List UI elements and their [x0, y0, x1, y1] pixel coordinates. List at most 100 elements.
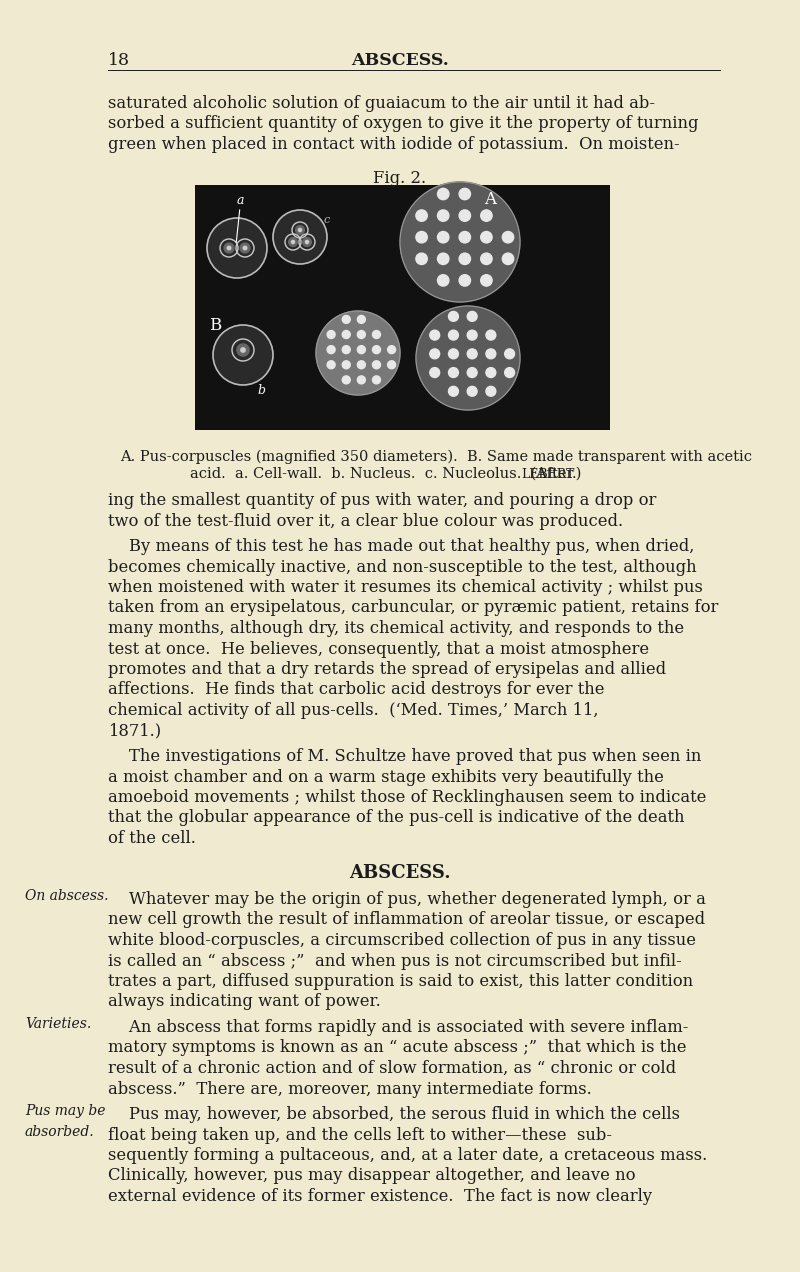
Text: Pus may, however, be absorbed, the serous fluid in which the cells: Pus may, however, be absorbed, the serou…: [108, 1105, 680, 1123]
Text: A: A: [484, 192, 496, 209]
Circle shape: [302, 238, 311, 247]
Circle shape: [358, 361, 366, 369]
Text: b: b: [257, 383, 265, 397]
Text: 1871.): 1871.): [108, 722, 161, 739]
Circle shape: [430, 349, 440, 359]
Circle shape: [373, 346, 381, 354]
Circle shape: [358, 315, 366, 323]
Text: new cell growth the result of inflammation of areolar tissue, or escaped: new cell growth the result of inflammati…: [108, 912, 705, 929]
Circle shape: [505, 368, 514, 378]
Circle shape: [449, 349, 458, 359]
Text: promotes and that a dry retards the spread of erysipelas and allied: promotes and that a dry retards the spre…: [108, 661, 666, 678]
Circle shape: [316, 310, 400, 396]
Bar: [195, 184, 610, 430]
Text: two of the test-fluid over it, a clear blue colour was produced.: two of the test-fluid over it, a clear b…: [108, 513, 623, 529]
Circle shape: [388, 361, 395, 369]
Text: saturated alcoholic solution of guaiacum to the air until it had ab-: saturated alcoholic solution of guaiacum…: [108, 95, 655, 112]
Text: On abscess.: On abscess.: [25, 889, 109, 903]
Circle shape: [241, 347, 246, 352]
Text: test at once.  He believes, consequently, that a moist atmosphere: test at once. He believes, consequently,…: [108, 641, 649, 658]
Circle shape: [459, 275, 470, 286]
Text: white blood-corpuscles, a circumscribed collection of pus in any tissue: white blood-corpuscles, a circumscribed …: [108, 932, 696, 949]
Text: Clinically, however, pus may disappear altogether, and leave no: Clinically, however, pus may disappear a…: [108, 1168, 635, 1184]
Circle shape: [459, 210, 470, 221]
Text: 18: 18: [108, 52, 130, 69]
Circle shape: [467, 312, 477, 322]
Circle shape: [459, 188, 470, 200]
Circle shape: [342, 315, 350, 323]
Circle shape: [342, 377, 350, 384]
Circle shape: [467, 349, 477, 359]
Text: By means of this test he has made out that healthy pus, when dried,: By means of this test he has made out th…: [108, 538, 694, 555]
Text: Whatever may be the origin of pus, whether degenerated lymph, or a: Whatever may be the origin of pus, wheth…: [108, 890, 706, 908]
Circle shape: [467, 368, 477, 378]
Text: An abscess that forms rapidly and is associated with severe inflam-: An abscess that forms rapidly and is ass…: [108, 1019, 688, 1035]
Circle shape: [207, 218, 267, 279]
Text: sorbed a sufficient quantity of oxygen to give it the property of turning: sorbed a sufficient quantity of oxygen t…: [108, 116, 698, 132]
Circle shape: [291, 240, 294, 244]
Text: is called an “ abscess ;”  and when pus is not circumscribed but infil-: is called an “ abscess ;” and when pus i…: [108, 953, 682, 969]
Text: ing the smallest quantity of pus with water, and pouring a drop or: ing the smallest quantity of pus with wa…: [108, 492, 656, 509]
Text: a: a: [236, 193, 244, 206]
Circle shape: [358, 331, 366, 338]
Text: Varieties.: Varieties.: [25, 1018, 91, 1032]
Circle shape: [459, 253, 470, 265]
Circle shape: [430, 368, 440, 378]
Circle shape: [486, 331, 496, 340]
Circle shape: [486, 349, 496, 359]
Circle shape: [438, 210, 449, 221]
Text: of the cell.: of the cell.: [108, 831, 196, 847]
Circle shape: [373, 331, 381, 338]
Text: The investigations of M. Schultze have proved that pus when seen in: The investigations of M. Schultze have p…: [108, 748, 702, 764]
Circle shape: [486, 368, 496, 378]
Text: chemical activity of all pus-cells.  (‘Med. Times,’ March 11,: chemical activity of all pus-cells. (‘Me…: [108, 702, 598, 719]
Text: ABSCESS.: ABSCESS.: [351, 52, 449, 69]
Circle shape: [273, 210, 327, 265]
Circle shape: [213, 326, 273, 385]
Text: becomes chemically inactive, and non-susceptible to the test, although: becomes chemically inactive, and non-sus…: [108, 558, 697, 575]
Text: abscess.”  There are, moreover, many intermediate forms.: abscess.” There are, moreover, many inte…: [108, 1080, 592, 1098]
Text: always indicating want of power.: always indicating want of power.: [108, 993, 381, 1010]
Circle shape: [296, 225, 304, 234]
Circle shape: [373, 377, 381, 384]
Text: ABSCESS.: ABSCESS.: [349, 865, 451, 883]
Circle shape: [467, 387, 477, 396]
Text: green when placed in contact with iodide of potassium.  On moisten-: green when placed in contact with iodide…: [108, 136, 680, 153]
Circle shape: [438, 275, 449, 286]
Text: matory symptoms is known as an “ acute abscess ;”  that which is the: matory symptoms is known as an “ acute a…: [108, 1039, 686, 1057]
Text: result of a chronic action and of slow formation, as “ chronic or cold: result of a chronic action and of slow f…: [108, 1060, 676, 1077]
Circle shape: [237, 343, 249, 356]
Text: taken from an erysipelatous, carbuncular, or pyræmic patient, retains for: taken from an erysipelatous, carbuncular…: [108, 599, 718, 617]
Text: .): .): [572, 467, 582, 481]
Text: Fig. 2.: Fig. 2.: [374, 170, 426, 187]
Circle shape: [449, 331, 458, 340]
Circle shape: [227, 247, 231, 249]
Circle shape: [467, 331, 477, 340]
Circle shape: [481, 232, 492, 243]
Text: many months, although dry, its chemical activity, and responds to the: many months, although dry, its chemical …: [108, 619, 684, 637]
Circle shape: [289, 238, 298, 247]
Circle shape: [430, 331, 440, 340]
Text: acid.  a. Cell-wall.  b. Nucleus.  c. Nucleolus.  (After: acid. a. Cell-wall. b. Nucleus. c. Nucle…: [190, 467, 578, 481]
Text: c: c: [324, 215, 330, 225]
Text: Pus may be: Pus may be: [25, 1104, 106, 1118]
Circle shape: [298, 229, 302, 232]
Circle shape: [327, 346, 335, 354]
Circle shape: [416, 232, 427, 243]
Text: a moist chamber and on a warm stage exhibits very beautifully the: a moist chamber and on a warm stage exhi…: [108, 768, 664, 786]
Circle shape: [502, 253, 514, 265]
Circle shape: [388, 346, 395, 354]
Circle shape: [327, 331, 335, 338]
Circle shape: [416, 253, 427, 265]
Text: absorbed.: absorbed.: [25, 1124, 94, 1138]
Circle shape: [481, 210, 492, 221]
Circle shape: [342, 331, 350, 338]
Text: amoeboid movements ; whilst those of Recklinghausen seem to indicate: amoeboid movements ; whilst those of Rec…: [108, 789, 706, 806]
Circle shape: [481, 253, 492, 265]
Text: external evidence of its former existence.  The fact is now clearly: external evidence of its former existenc…: [108, 1188, 652, 1205]
Text: trates a part, diffused suppuration is said to exist, this latter condition: trates a part, diffused suppuration is s…: [108, 973, 693, 990]
Circle shape: [459, 232, 470, 243]
Circle shape: [449, 312, 458, 322]
Circle shape: [486, 387, 496, 396]
Circle shape: [342, 361, 350, 369]
